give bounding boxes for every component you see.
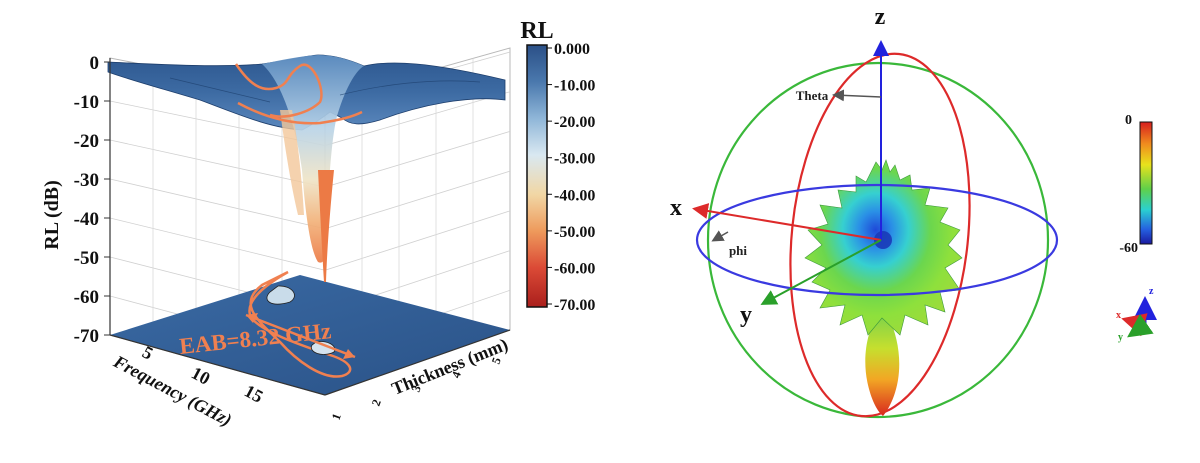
colorbar-tick-label: -20.00	[554, 114, 595, 131]
funnel-spike	[318, 170, 334, 282]
colorbar-tick-label: -30.00	[554, 151, 595, 168]
z-axis-label: RL (dB)	[41, 180, 63, 249]
radiation-pattern-chart: z x y Theta phi 0 -60 z x y	[670, 4, 1157, 419]
phi-arrow	[711, 230, 729, 242]
z-tick-label: 0	[90, 53, 100, 74]
z-gridline	[109, 217, 326, 271]
x-axis-arrow	[692, 203, 882, 241]
z-tick-label: -30	[74, 170, 99, 191]
phi-ring	[695, 183, 1059, 297]
x-tick-label: 5	[139, 342, 156, 364]
rl-surface-chart: 0 -10 -20 -30 -40 -50 -60 -70 5 10 15 1 2 3 4 5 RL (d…	[41, 18, 595, 431]
x-axis-label-3d: x	[670, 195, 682, 221]
main-lobe-bottom	[865, 312, 900, 416]
y-tick-label: 1	[329, 411, 344, 421]
colorbar-tick-label: -70.00	[554, 297, 595, 314]
colorbar-tick-label: -10.00	[554, 78, 595, 95]
floor-eab-contour	[248, 270, 352, 378]
meridian-ring	[706, 61, 1050, 419]
triad-z-label: z	[1149, 286, 1154, 297]
colorbar-tick-label: 0.000	[554, 41, 590, 58]
y-tick-label: 3	[409, 383, 424, 393]
eab-arrow	[245, 313, 356, 359]
z-axis-label-3d: z	[875, 4, 886, 30]
z-tick-label: -50	[74, 248, 99, 269]
y-tick-label: 2	[369, 397, 384, 407]
z-gridline	[109, 178, 326, 230]
colorbar-title: RL	[520, 18, 553, 44]
triad-y-label: y	[1118, 332, 1123, 343]
rl-colorbar	[526, 44, 548, 308]
theta-label: Theta	[796, 88, 829, 103]
orientation-triad: z x y	[1116, 286, 1157, 343]
directivity-colorbar	[1139, 121, 1153, 245]
colorbar-tick-label: -60.00	[554, 260, 595, 277]
z-tick-label: -60	[74, 287, 99, 308]
x-axis-line	[109, 334, 326, 396]
pattern-center	[874, 231, 892, 249]
z-tick-label: -70	[74, 326, 99, 347]
triad-x-label: x	[1116, 310, 1121, 321]
wall-gridlines	[109, 51, 511, 396]
phi-label: phi	[729, 243, 747, 258]
x-tick-label: 15	[241, 381, 266, 407]
colorbar-min-label: -60	[1119, 241, 1138, 256]
z-gridline	[324, 131, 511, 188]
colorbar-tick-labels: 0.000 -10.00 -20.00 -30.00 -40.00 -50.00 -60.0…	[547, 41, 595, 314]
z-gridline	[324, 91, 511, 146]
z-gridline	[324, 210, 511, 271]
z-tick-label: -10	[74, 92, 99, 113]
y-tick-label: 5	[489, 355, 504, 365]
colorbar-tick-label: -40.00	[554, 187, 595, 204]
theta-arrow	[832, 89, 882, 102]
floor-min-contour-b	[310, 341, 336, 355]
z-gridline	[324, 170, 511, 230]
colorbar-tick-label: -50.00	[554, 224, 595, 241]
surface-funnel	[262, 55, 364, 263]
y-tick-labels: 1 2 3 4 5	[329, 355, 504, 421]
y-axis-label-3d: y	[740, 302, 752, 328]
x-tick-label: 10	[188, 363, 213, 389]
z-tick-labels: 0 -10 -20 -30 -40 -50 -60 -70	[74, 53, 110, 347]
y-axis-line	[324, 329, 511, 396]
z-tick-label: -40	[74, 209, 99, 230]
surface-eab-contour	[234, 63, 323, 118]
y-axis-arrow	[760, 239, 882, 305]
colorbar-max-label: 0	[1125, 113, 1132, 128]
z-gridline	[109, 139, 326, 188]
floor-min-contour-a	[266, 285, 295, 305]
z-tick-label: -20	[74, 131, 99, 152]
y-tick-label: 4	[449, 369, 464, 379]
